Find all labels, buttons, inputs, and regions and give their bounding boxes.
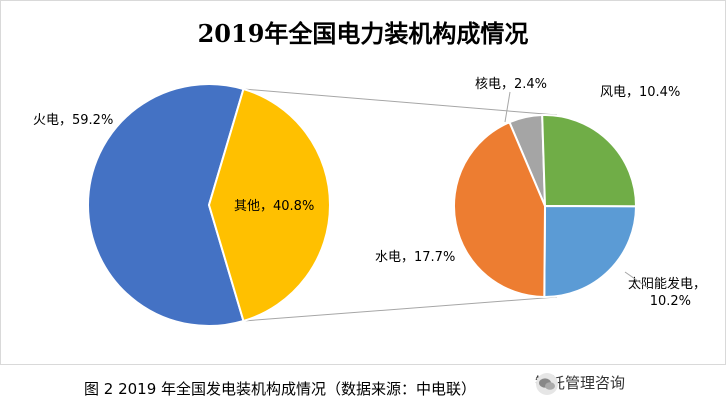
leader-line-nuclear	[504, 91, 511, 123]
chart-title: 2019年全国电力装机构成情况	[197, 19, 529, 48]
wechat-icon	[536, 373, 558, 395]
data-label-solar: 太阳能发电，	[628, 276, 706, 292]
watermark: 智托管理咨询	[535, 372, 626, 395]
pie-slice-other	[207, 87, 331, 323]
data-label-other: 其他，40.8%	[234, 199, 314, 214]
data-label-nuclear: 核电，2.4%	[475, 77, 547, 92]
pie-of-pie-chart: 火电，59.2% 其他，40.8% 核电，2.4% 风电，10.4% 太阳能发电， 10.…	[33, 77, 706, 327]
connector-line-top	[243, 88, 558, 116]
data-label-wind: 风电，10.4%	[600, 85, 680, 100]
leader-line-solar	[624, 271, 649, 289]
watermark-text: 智托管理咨询	[535, 374, 626, 392]
pie-slice-solar	[543, 204, 638, 299]
pie-slice-wind	[541, 114, 638, 208]
connector-line-bottom	[243, 296, 558, 322]
data-label-hydro: 水电，17.7%	[375, 250, 455, 265]
data-label-solar-value: 10.2%	[650, 294, 691, 309]
pie-slice-thermal	[86, 83, 245, 327]
data-label-thermal: 火电，59.2%	[33, 113, 113, 128]
figure-caption: 图 2 2019 年全国发电装机构成情况（数据来源：中电联）	[83, 380, 477, 398]
pie-slice-hydro	[453, 120, 547, 299]
